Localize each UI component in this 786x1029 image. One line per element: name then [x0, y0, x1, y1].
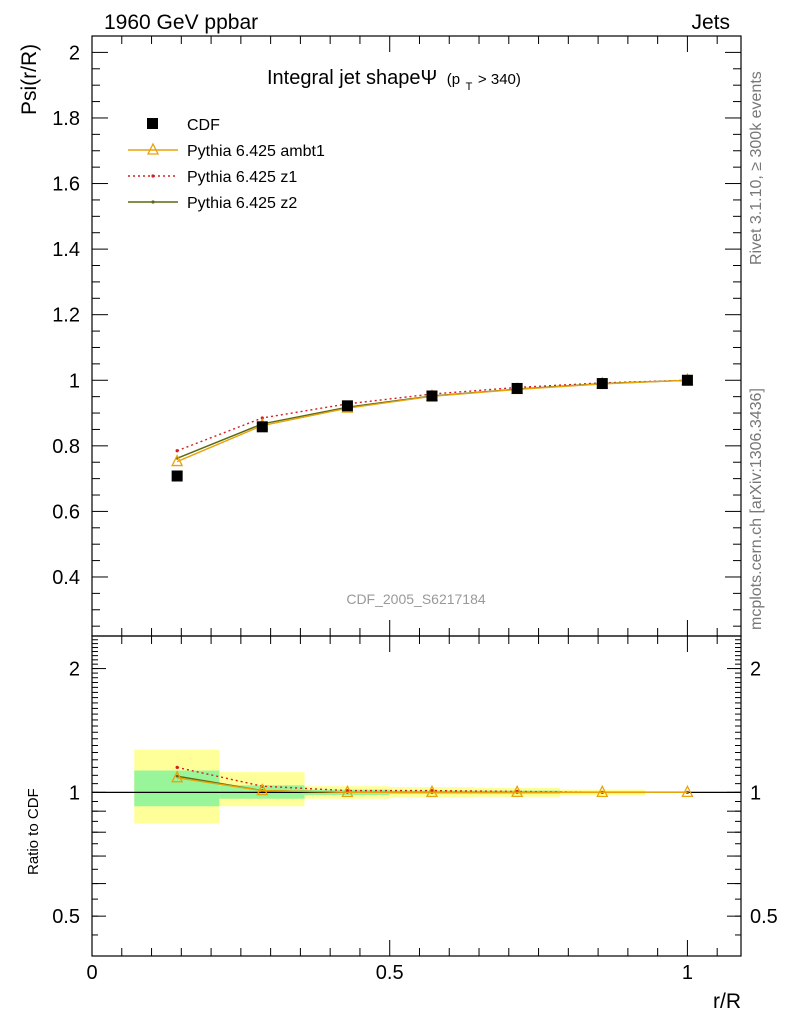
ratio-y-tick-label: 2 [69, 659, 80, 681]
legend-marker-solid [151, 200, 155, 204]
rivet-version-label: Rivet 3.1.10, ≥ 300k events [748, 71, 765, 265]
svg-text:Integral jet shapeΨ (p: Integral jet shapeΨ (p T > 340) [267, 67, 521, 95]
legend-ambt1-marker [146, 142, 160, 155]
ratio-plot-area: 0 0.5 1 0.5 0.5 1 1 2 2 [52, 635, 778, 984]
main-cdf-point [596, 378, 608, 390]
ratio-z1-point [175, 765, 179, 769]
main-z1-point [175, 449, 179, 453]
legend-marker-dotted [151, 174, 155, 178]
legend-cdf-marker [147, 118, 158, 129]
main-y-tick-label: 1.4 [52, 239, 80, 261]
main-y-tick-label: 2 [69, 42, 80, 64]
main-cdf-point [341, 400, 353, 412]
main-y-tick-label: 0.4 [52, 567, 80, 589]
ratio-y-axis-label: Ratio to CDF [25, 788, 42, 875]
ratio-ambt1-point [511, 784, 524, 798]
ratio-ambt1-point [341, 784, 354, 798]
legend-label: Pythia 6.425 z2 [187, 195, 297, 212]
ratio-y-tick-label: 1 [69, 782, 80, 804]
x-tick-label: 0.5 [376, 962, 404, 984]
main-y-tick-label: 0.8 [52, 436, 80, 458]
ratio-y-tick-label-right: 1 [750, 782, 761, 804]
main-y-tick-label: 1.6 [52, 174, 80, 196]
main-cdf-point [426, 390, 438, 402]
main-cdf-point [256, 421, 268, 433]
main-plot-area: 0.4 0.6 0.8 1 1.2 1.4 1.6 1.8 2 [52, 35, 742, 637]
ratio-ambt1-point [681, 784, 694, 798]
main-z1-point [260, 416, 264, 420]
legend: CDF Pythia 6.425 ambt1 Pythia 6.425 z1 Pyth… [128, 117, 325, 212]
main-cdf-point [171, 470, 183, 482]
chart-subtitle-sub: T [466, 81, 473, 93]
main-y-tick-label: 1.2 [52, 305, 80, 327]
ratio-y-tick-label-right: 2 [750, 659, 761, 681]
ratio-ambt1-point [596, 784, 609, 798]
header-energy: 1960 GeV ppbar [104, 11, 258, 34]
chart-subtitle-tail: > 340) [478, 71, 521, 88]
legend-label: Pythia 6.425 ambt1 [187, 143, 325, 160]
mcplots-label: mcplots.cern.ch [arXiv:1306.3436] [748, 388, 765, 630]
ratio-z2-point [175, 774, 179, 778]
header-process: Jets [691, 11, 730, 34]
chart-title-text: Integral jet shapeΨ [267, 67, 437, 89]
x-axis-label: r/R [713, 990, 741, 1013]
chart-subtitle-open: (p [447, 71, 460, 88]
chart-title: Integral jet shapeΨ (p T > 340) [267, 67, 521, 95]
main-y-axis-label: Psi(r/R) [18, 44, 41, 115]
ratio-ambt1-point [171, 770, 184, 783]
main-y-tick-label: 1.8 [52, 108, 80, 130]
ratio-line-triangles [177, 777, 688, 794]
main-y-tick-label: 1 [69, 370, 80, 392]
legend-label: CDF [187, 117, 220, 134]
x-tick-label: 0 [86, 962, 97, 984]
main-cdf-point [681, 374, 693, 386]
ratio-ambt1-point [256, 783, 269, 796]
analysis-watermark: CDF_2005_S6217184 [346, 591, 486, 607]
x-tick-label: 1 [682, 962, 693, 984]
ratio-y-tick-label-right: 0.5 [750, 906, 778, 928]
ratio-plot-frame [91, 635, 742, 957]
ratio-ambt1-point [425, 784, 439, 798]
main-ambt1-point [171, 454, 184, 467]
main-cdf-point [511, 382, 523, 394]
ratio-y-tick-label: 0.5 [52, 906, 80, 928]
legend-label: Pythia 6.425 z1 [187, 169, 297, 186]
main-y-tick-label: 0.6 [52, 501, 80, 523]
